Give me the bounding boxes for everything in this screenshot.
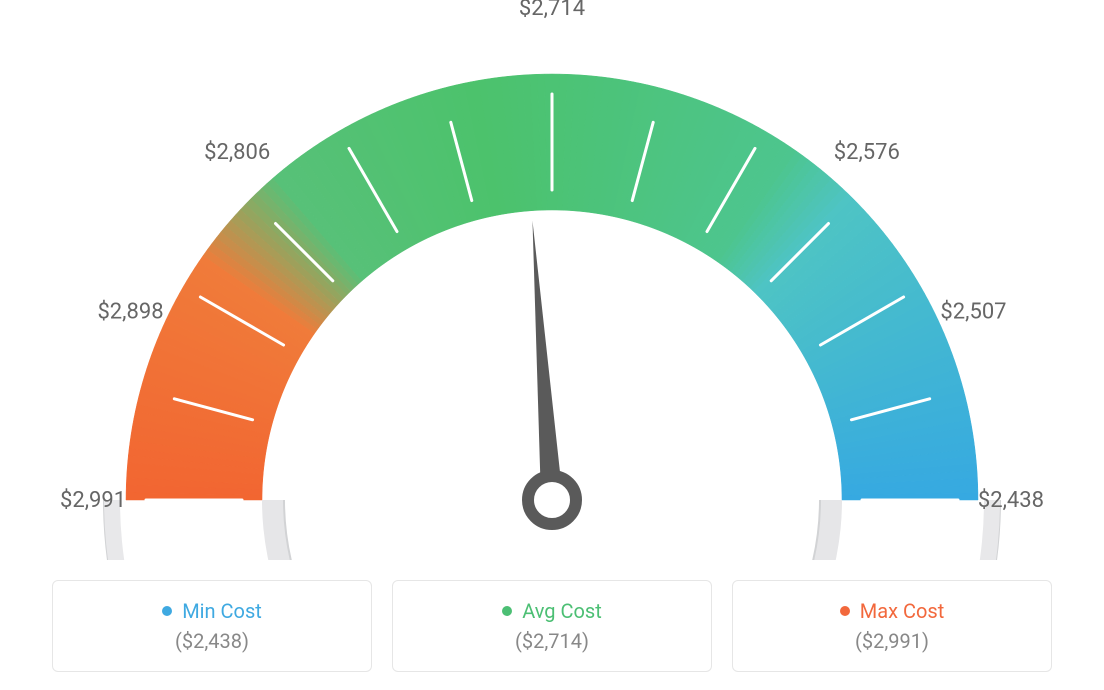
- gauge-tick-label: $2,714: [519, 0, 585, 21]
- cost-gauge-chart: $2,438 $2,507 $2,576 $2,714 $2,806 $2,898 $2,9…: [0, 0, 1104, 560]
- legend-row: Min Cost ($2,438) Avg Cost ($2,714) Max Cost…: [0, 580, 1104, 672]
- gauge-tick-label: $2,898: [97, 300, 163, 325]
- legend-dot-icon: [502, 606, 512, 616]
- gauge-tick-label: $2,438: [978, 488, 1044, 513]
- gauge-tick-label: $2,806: [204, 140, 270, 165]
- gauge-needle-hub: [528, 476, 576, 524]
- legend-value: ($2,714): [515, 629, 589, 653]
- gauge-tick-label: $2,576: [834, 140, 900, 165]
- legend-dot-icon: [840, 606, 850, 616]
- gauge-tick-label: $2,991: [60, 488, 126, 513]
- legend-card-min-cost: Min Cost ($2,438): [52, 580, 372, 672]
- legend-label-line: Min Cost: [162, 599, 262, 623]
- legend-label: Avg Cost: [522, 599, 602, 623]
- legend-value: ($2,991): [855, 629, 929, 653]
- gauge-needle: [532, 221, 563, 501]
- legend-label: Max Cost: [860, 599, 945, 623]
- legend-label-line: Max Cost: [840, 599, 945, 623]
- legend-card-avg-cost: Avg Cost ($2,714): [392, 580, 712, 672]
- legend-card-max-cost: Max Cost ($2,991): [732, 580, 1052, 672]
- legend-label-line: Avg Cost: [502, 599, 602, 623]
- legend-dot-icon: [162, 606, 172, 616]
- legend-label: Min Cost: [182, 599, 262, 623]
- legend-value: ($2,438): [175, 629, 249, 653]
- gauge-tick-label: $2,507: [940, 300, 1006, 325]
